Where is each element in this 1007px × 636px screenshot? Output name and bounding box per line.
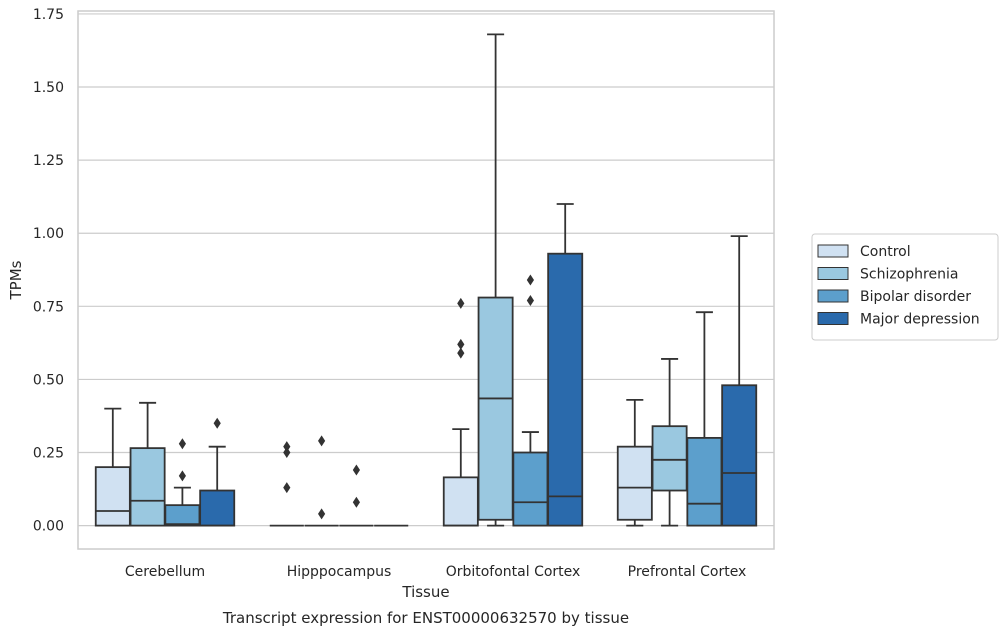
box-body: [651, 425, 688, 492]
box-body: [512, 451, 549, 527]
plot-frame: [77, 10, 775, 550]
outlier-point: [283, 482, 291, 494]
outlier-point: [526, 294, 534, 306]
box-bipolar-disorder: [686, 311, 723, 527]
y-tick-label: 1.75: [33, 7, 64, 23]
box-body: [442, 476, 479, 527]
box-major-depression: [199, 417, 236, 527]
box-body: [199, 489, 236, 527]
box-body: [477, 296, 514, 521]
chart-caption: Transcript expression for ENST0000063257…: [222, 609, 629, 627]
box-control: [269, 441, 304, 527]
box-body: [686, 436, 723, 527]
x-tick-label: Cerebellum: [125, 564, 205, 580]
y-tick-label: 0.50: [33, 372, 64, 388]
outlier-point: [178, 438, 186, 450]
legend-label: Major depression: [860, 312, 980, 328]
box-body: [616, 445, 653, 521]
outlier-point: [283, 441, 291, 453]
legend-label: Control: [860, 244, 911, 260]
outlier-point: [457, 347, 465, 359]
box-control: [442, 297, 479, 527]
box-schizophrenia: [651, 358, 688, 527]
y-tick-label: 0.25: [33, 446, 64, 462]
legend-frame: [811, 233, 999, 341]
x-tick-label: Prefrontal Cortex: [628, 564, 747, 580]
outlier-point: [352, 496, 360, 508]
boxes: [94, 33, 758, 527]
grid-lines: [78, 13, 774, 527]
x-tick-label: Orbitofontal Cortex: [446, 564, 581, 580]
legend-label: Schizophrenia: [860, 267, 958, 283]
outlier-point: [526, 274, 534, 286]
y-tick-label: 1.25: [33, 153, 64, 169]
x-axis-title: Tissue: [401, 583, 449, 601]
box-body: [94, 466, 131, 527]
y-tick-label: 0.75: [33, 299, 64, 315]
outlier-point: [318, 508, 326, 520]
outlier-point: [213, 417, 221, 429]
x-tick-label: Hipppocampus: [287, 564, 392, 580]
outlier-point: [318, 435, 326, 447]
legend-label: Bipolar disorder: [860, 289, 971, 305]
box-body: [721, 384, 758, 527]
y-tick-labels: 0.00 0.25 0.50 0.75 1.00 1.25 1.50 1.75: [33, 7, 64, 535]
legend-swatch: [817, 267, 849, 280]
box-control: [616, 398, 653, 527]
box-body: [164, 504, 201, 527]
legend: Control Schizophrenia Bipolar disorder Majo…: [811, 233, 999, 341]
outlier-point: [457, 338, 465, 350]
box-body: [129, 447, 166, 527]
box-schizophrenia: [477, 33, 514, 527]
y-axis-title: TPMs: [7, 260, 25, 300]
box-major-depression: [547, 203, 584, 527]
outlier-point: [178, 470, 186, 482]
legend-swatch: [817, 244, 849, 258]
box-body: [547, 252, 584, 527]
box-schizophrenia: [129, 401, 166, 527]
outlier-point: [352, 464, 360, 476]
box-schizophrenia: [304, 435, 339, 527]
y-tick-label: 0.00: [33, 519, 64, 535]
y-tick-label: 1.50: [33, 80, 64, 96]
box-control: [94, 407, 131, 527]
box-major-depression: [721, 235, 758, 527]
outlier-point: [457, 297, 465, 309]
x-tick-labels: Cerebellum Hipppocampus Orbitofontal Corte…: [125, 564, 746, 580]
y-tick-label: 1.00: [33, 226, 64, 242]
box-bipolar-disorder: [164, 438, 201, 527]
legend-swatch: [817, 312, 849, 325]
box-bipolar-disorder: [339, 464, 374, 527]
box-bipolar-disorder: [512, 274, 549, 527]
legend-swatch: [817, 289, 849, 303]
outlier-point: [283, 447, 291, 459]
